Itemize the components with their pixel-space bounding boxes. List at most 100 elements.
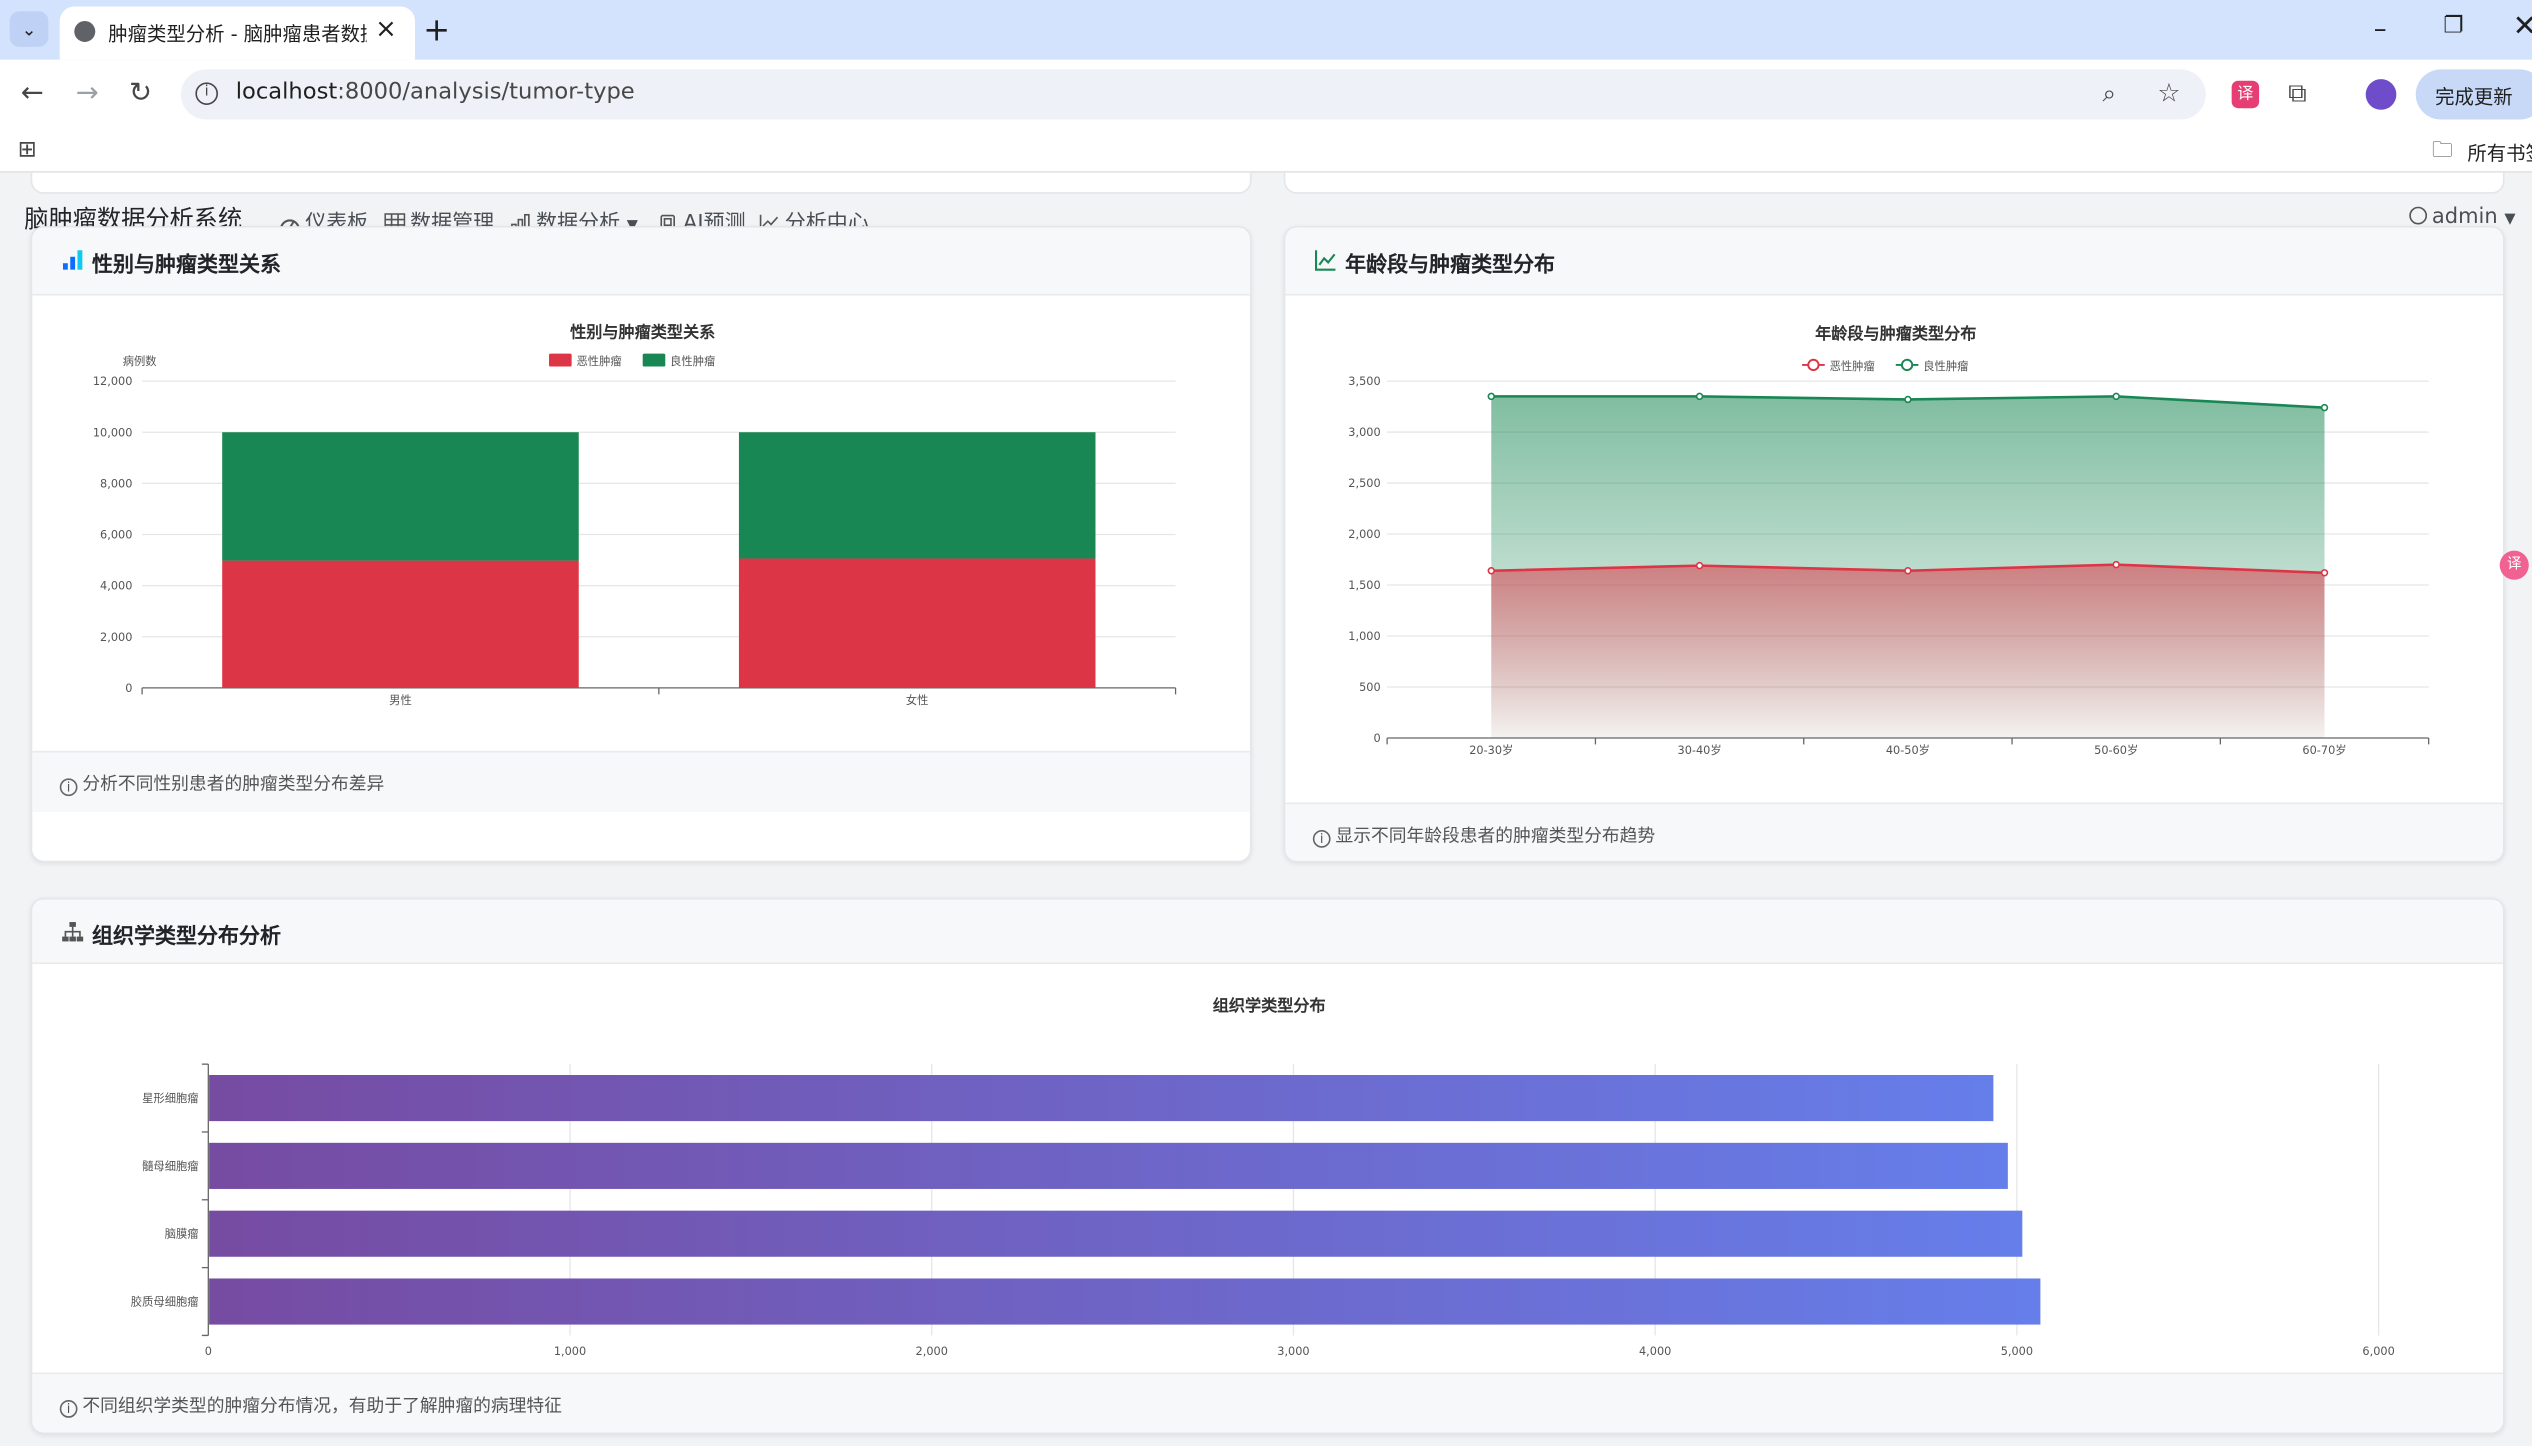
card-footer: i 不同组织学类型的肿瘤分布情况，有助于了解肿瘤的病理特征	[32, 1372, 2503, 1433]
person-circle-icon	[2409, 206, 2428, 225]
back-icon[interactable]: ←	[20, 77, 44, 110]
histology-bar	[209, 1142, 2008, 1189]
data-point	[1695, 392, 1704, 401]
y-tick-label: 500	[1359, 681, 1381, 694]
footer-label: 显示不同年龄段患者的肿瘤类型分布趋势	[1335, 825, 1656, 847]
restore-icon[interactable]: ❐	[2443, 12, 2464, 39]
data-point	[1904, 567, 1912, 575]
y-tick-label: 0	[1373, 732, 1380, 745]
x-tick-label: 50-60岁	[2094, 743, 2138, 757]
data-point	[2320, 403, 2329, 412]
bar-chart-fill-icon	[62, 250, 83, 270]
chart-title: 性别与肿瘤类型关系	[570, 322, 715, 341]
card-header: 年龄段与肿瘤类型分布	[1285, 227, 2503, 296]
x-tick-label: 60-70岁	[2302, 743, 2346, 757]
page-content: 脑肿瘤数据分析系统 仪表板 数据管理 数据分析 ▼ AI预测 分析中心 admi…	[0, 172, 2532, 1446]
legend-swatch	[549, 353, 572, 367]
data-point	[2112, 560, 2120, 569]
histology-chart[interactable]: 组织学类型分布 0 1,000 2,000 3,000 4,000 5,000 6,000 星形…	[32, 964, 2504, 1373]
graph-up-icon	[1315, 250, 1336, 271]
bar-恶性肿瘤	[222, 560, 579, 688]
footer-label: 分析不同性别患者的肿瘤类型分布差异	[82, 773, 385, 795]
card-title: 组织学类型分布分析	[92, 925, 282, 950]
y-tick-label: 12,000	[93, 375, 133, 388]
bookmarks-bar: ⊞ 🗀 所有书签	[0, 127, 2532, 173]
histology-bar	[209, 1075, 1994, 1122]
y-tick-label: 2,500	[1348, 477, 1380, 490]
forward-icon[interactable]: →	[75, 77, 99, 110]
address-bar[interactable]: i localhost:8000/analysis/tumor-type ⌕ ☆	[180, 69, 2206, 120]
folder-icon[interactable]: 🗀	[2431, 138, 2453, 164]
close-icon[interactable]: ✕	[2513, 10, 2532, 44]
bar-恶性肿瘤	[738, 558, 1096, 688]
x-tick-label: 男性	[389, 693, 412, 707]
tab-title: 肿瘤类型分析 - 脑肿瘤患者数据	[108, 22, 367, 46]
x-tick-label: 30-40岁	[1678, 743, 1722, 757]
y-tick-label: 0	[125, 682, 132, 695]
x-tick-label: 5,000	[2001, 1345, 2033, 1358]
y-tick-label: 2,000	[100, 631, 132, 644]
y-tick-label: 脑膜瘤	[165, 1227, 199, 1241]
y-tick-label: 4,000	[100, 580, 132, 593]
x-tick-label: 0	[205, 1345, 212, 1358]
profile-icon[interactable]	[2365, 79, 2397, 110]
histology-bar	[209, 1210, 2023, 1257]
x-tick-label: 2,000	[916, 1345, 948, 1358]
tab-list-icon[interactable]: ⌄	[9, 11, 49, 47]
user-name: admin	[2431, 205, 2498, 230]
card-header: 性别与肿瘤类型关系	[32, 227, 1250, 296]
browser-tab[interactable]: 肿瘤类型分析 - 脑肿瘤患者数据 ×	[59, 6, 416, 60]
footer-text: i 不同组织学类型的肿瘤分布情况，有助于了解肿瘤的病理特征	[59, 1392, 562, 1418]
chart-title: 年龄段与肿瘤类型分布	[1815, 324, 1976, 343]
y-tick-label: 1,000	[1348, 630, 1380, 643]
x-tick-label: 40-50岁	[1886, 743, 1930, 757]
info-circle-icon: i	[59, 1400, 78, 1418]
legend-label: 恶性肿瘤	[1830, 359, 1875, 373]
update-button[interactable]: 完成更新	[2415, 69, 2532, 120]
plus-icon[interactable]: +	[423, 9, 451, 49]
chart-title: 组织学类型分布	[1213, 996, 1326, 1015]
info-circle-icon: i	[1312, 830, 1331, 848]
y-tick-label: 10,000	[93, 426, 133, 439]
apps-icon[interactable]: ⊞	[17, 137, 37, 164]
histology-card: 组织学类型分布分析 组织学类型分布 0 1,000 2,000 3,000 4,000 5,…	[30, 897, 2505, 1434]
card-footer: i 分析不同性别患者的肿瘤类型分布差异	[32, 750, 1250, 813]
legend-label: 良性肿瘤	[1923, 359, 1968, 373]
age-tumor-card: 年龄段与肿瘤类型分布 年龄段与肿瘤类型分布 恶性肿瘤 良性肿瘤 0 500 1,000 1,…	[1283, 226, 2505, 863]
close-icon[interactable]: ×	[375, 12, 397, 44]
card-title: 年龄段与肿瘤类型分布	[1345, 253, 1556, 278]
translate-icon[interactable]: 译	[2231, 80, 2260, 109]
globe-icon	[74, 20, 96, 42]
legend-label: 恶性肿瘤	[576, 354, 621, 368]
card-stub	[30, 172, 1252, 194]
info-icon[interactable]: i	[195, 82, 218, 105]
data-point	[1487, 567, 1495, 575]
reload-icon[interactable]: ↻	[128, 77, 152, 110]
extensions-icon[interactable]: ⧉	[2288, 77, 2307, 109]
diagram-icon	[62, 922, 84, 942]
url-path: :8000/analysis/tumor-type	[337, 79, 635, 105]
url-host: localhost	[235, 79, 338, 105]
browser-tab-bar: ⌄ 肿瘤类型分析 - 脑肿瘤患者数据 × + – ❐ ✕	[0, 0, 2532, 60]
all-bookmarks[interactable]: 所有书签	[2467, 142, 2532, 165]
legend-swatch	[642, 353, 666, 367]
minimize-icon[interactable]: –	[2373, 12, 2387, 44]
caret-down-icon: ▼	[2504, 211, 2516, 228]
star-icon[interactable]: ☆	[2157, 77, 2181, 109]
x-tick-label: 4,000	[1639, 1345, 1671, 1358]
data-point	[2112, 392, 2120, 401]
legend-label: 良性肿瘤	[670, 354, 715, 368]
translate-icon[interactable]: 译	[2499, 550, 2529, 580]
legend-marker	[1900, 358, 1914, 372]
y-tick-label: 星形细胞瘤	[142, 1091, 199, 1105]
x-tick-label: 6,000	[2362, 1345, 2394, 1358]
data-point	[1487, 392, 1495, 401]
user-menu[interactable]: admin ▼	[2409, 205, 2516, 230]
y-axis-label: 病例数	[123, 354, 157, 368]
y-tick-label: 8,000	[100, 477, 132, 490]
footer-text: i 显示不同年龄段患者的肿瘤类型分布趋势	[1312, 822, 1656, 848]
zoom-icon[interactable]: ⌕	[2102, 79, 2117, 109]
url-text[interactable]: localhost:8000/analysis/tumor-type	[236, 79, 635, 105]
